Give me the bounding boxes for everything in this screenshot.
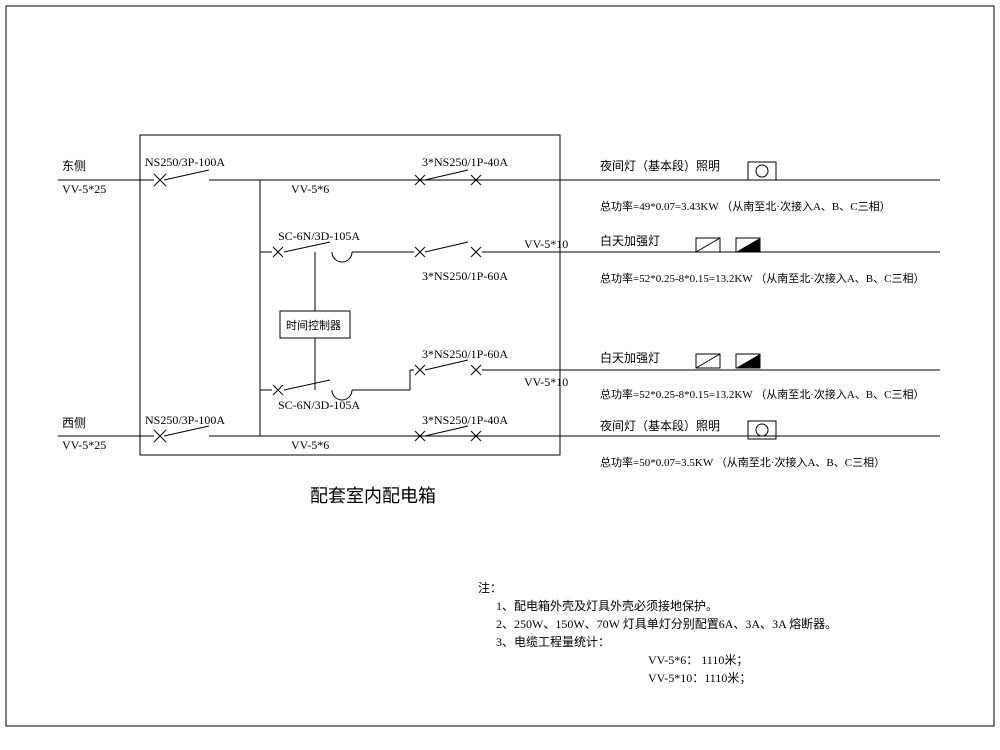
svg-text:西侧: 西侧 [62, 416, 86, 430]
svg-text:3*NS250/1P-60A: 3*NS250/1P-60A [422, 269, 508, 283]
svg-text:NS250/3P-100A: NS250/3P-100A [145, 413, 225, 427]
svg-text:VV-5*6： 1110米；: VV-5*6： 1110米； [648, 653, 748, 667]
svg-text:配套室内配电箱: 配套室内配电箱 [310, 486, 436, 506]
svg-text:白天加强灯: 白天加强灯 [600, 350, 660, 365]
svg-text:3*NS250/1P-60A: 3*NS250/1P-60A [422, 347, 508, 361]
svg-text:3*NS250/1P-40A: 3*NS250/1P-40A [422, 413, 508, 427]
svg-text:总功率=50*0.07=3.5KW （从南至北·次接入: 总功率=50*0.07=3.5KW （从南至北·次接入A、B、C三相） [600, 455, 885, 469]
svg-text:NS250/3P-100A: NS250/3P-100A [145, 155, 225, 169]
svg-text:夜间灯（基本段）照明: 夜间灯（基本段）照明 [600, 158, 720, 173]
svg-text:VV-5*10：1110米；: VV-5*10：1110米； [648, 671, 751, 685]
svg-text:时间控制器: 时间控制器 [286, 318, 341, 332]
svg-text:3、电缆工程量统计：: 3、电缆工程量统计： [496, 634, 610, 649]
svg-text:VV-5*6: VV-5*6 [291, 438, 329, 452]
svg-text:总功率=49*0.07=3.43KW （从南至北·次接: 总功率=49*0.07=3.43KW （从南至北·次接入A、B、C三相） [600, 199, 891, 213]
svg-text:东侧: 东侧 [62, 159, 86, 173]
svg-text:SC-6N/3D-105A: SC-6N/3D-105A [278, 229, 360, 243]
svg-text:3*NS250/1P-40A: 3*NS250/1P-40A [422, 155, 508, 169]
svg-text:2、250W、150W、70W 灯具单灯分别配置6A、3A、: 2、250W、150W、70W 灯具单灯分别配置6A、3A、3A 熔断器。 [496, 616, 837, 631]
svg-text:SC-6N/3D-105A: SC-6N/3D-105A [278, 398, 360, 412]
svg-text:VV-5*6: VV-5*6 [291, 182, 329, 196]
svg-text:VV-5*25: VV-5*25 [62, 438, 106, 452]
svg-text:VV-5*10: VV-5*10 [524, 375, 568, 389]
svg-text:注：: 注： [478, 580, 502, 595]
svg-text:VV-5*25: VV-5*25 [62, 182, 106, 196]
schematic-canvas: 东侧 VV-5*25 NS250/3P-100A VV-5*6 西侧 VV-5*25 NS2… [0, 0, 1000, 750]
svg-text:总功率=52*0.25-8*0.15=13.2KW （: 总功率=52*0.25-8*0.15=13.2KW （从南至北·次接入A、B、C… [600, 271, 924, 285]
svg-text:VV-5*10: VV-5*10 [524, 237, 568, 251]
svg-text:夜间灯（基本段）照明: 夜间灯（基本段）照明 [600, 418, 720, 433]
svg-text:总功率=52*0.25-8*0.15=13.2KW （: 总功率=52*0.25-8*0.15=13.2KW （从南至北·次接入A、B、C… [600, 387, 924, 401]
svg-text:1、配电箱外壳及灯具外壳必须接地保护。: 1、配电箱外壳及灯具外壳必须接地保护。 [496, 598, 718, 613]
svg-text:白天加强灯: 白天加强灯 [600, 233, 660, 248]
